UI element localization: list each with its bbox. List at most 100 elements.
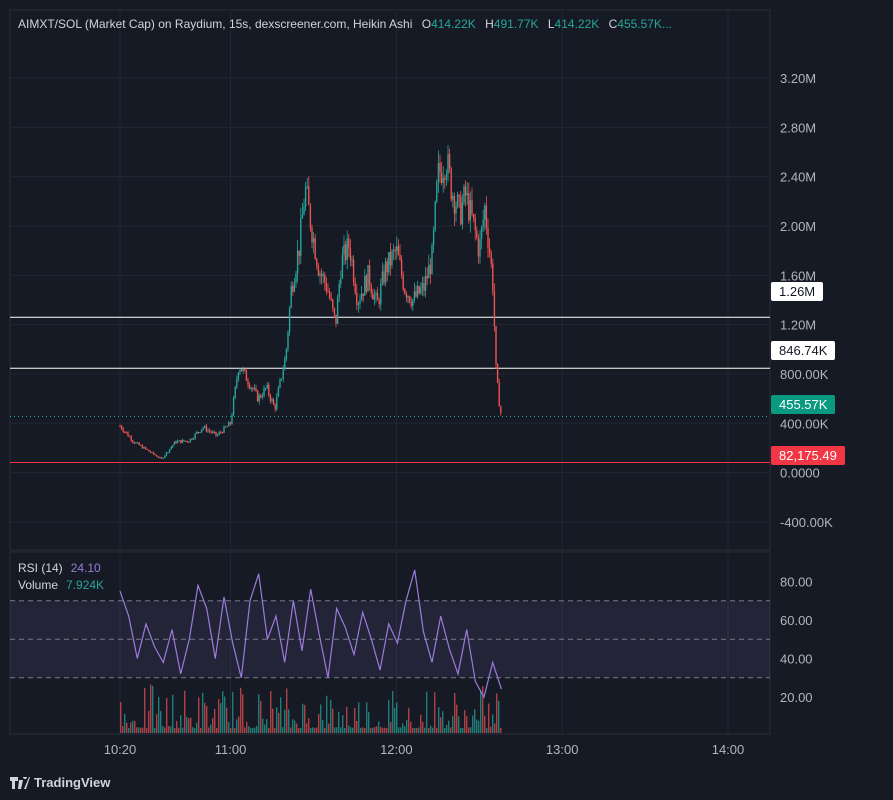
volume-bar	[406, 720, 408, 733]
candle	[276, 396, 278, 410]
price-line-tag-2[interactable]: 846.74K	[771, 341, 836, 360]
volume-bar	[178, 727, 180, 733]
volume-bar	[480, 691, 482, 733]
candle	[317, 266, 320, 276]
volume-bar	[168, 726, 170, 733]
volume-bar	[476, 719, 478, 733]
candle	[416, 286, 419, 297]
candle	[138, 442, 140, 446]
tradingview-logo[interactable]: TradingView	[10, 775, 110, 790]
candle	[429, 264, 432, 274]
candle	[232, 398, 235, 415]
candle	[325, 282, 328, 292]
candle	[349, 248, 352, 261]
candle	[167, 452, 169, 454]
candle	[250, 387, 252, 389]
volume-bar	[186, 716, 188, 733]
volume-bar	[316, 727, 318, 733]
candle	[397, 246, 400, 255]
volume-bar	[448, 720, 450, 733]
candle	[413, 291, 416, 300]
candle	[192, 438, 195, 440]
candle	[455, 206, 457, 214]
volume-bar	[174, 728, 176, 733]
volume-bar	[342, 715, 344, 733]
candle	[290, 285, 292, 308]
volume-bar	[148, 710, 150, 733]
candle	[287, 332, 289, 349]
volume-bar	[252, 727, 254, 733]
candle	[208, 430, 211, 432]
candle	[405, 293, 408, 298]
volume-bar	[198, 697, 200, 733]
volume-bar	[152, 685, 154, 733]
volume-bar	[422, 721, 424, 733]
candle	[484, 205, 486, 220]
volume-bar	[296, 723, 298, 733]
candle	[269, 395, 272, 401]
candle	[472, 214, 475, 218]
rsi-value: 24.10	[70, 561, 101, 575]
volume-bar	[250, 727, 252, 733]
volume-bar	[238, 716, 240, 733]
price-axis-label: 1.20M	[780, 318, 816, 333]
candle	[415, 291, 417, 297]
volume-bar	[408, 707, 410, 733]
volume-bar	[392, 690, 394, 733]
candle	[376, 293, 379, 301]
volume-bar	[324, 727, 326, 733]
volume-bar	[460, 727, 462, 733]
volume-bar	[446, 724, 448, 733]
rsi-line	[119, 569, 502, 699]
volume-bar	[500, 727, 502, 733]
candle	[482, 219, 484, 227]
candle	[370, 284, 372, 294]
candle	[272, 399, 275, 405]
volume-bar	[166, 697, 168, 733]
candle	[164, 455, 166, 458]
candle	[312, 238, 315, 243]
price-line-tag-1[interactable]: 1.26M	[771, 282, 824, 301]
low-label: L	[547, 17, 555, 31]
candle	[352, 259, 355, 283]
volume-bar	[428, 728, 430, 733]
volume-bar	[188, 718, 190, 733]
volume-bar	[478, 720, 480, 733]
candle	[280, 378, 283, 380]
candle	[296, 250, 299, 274]
volume-bar	[276, 707, 278, 733]
price-axis-label: 3.20M	[780, 71, 816, 86]
candle	[205, 426, 208, 432]
volume-bar	[224, 696, 226, 733]
candle	[392, 249, 395, 252]
candle	[477, 237, 480, 257]
candle	[236, 379, 238, 387]
candle	[135, 442, 137, 444]
candle	[434, 201, 436, 230]
volume-bar	[226, 707, 228, 733]
candle	[124, 431, 126, 433]
volume-bar	[260, 700, 262, 733]
volume-bar	[414, 727, 416, 733]
volume-bar	[384, 727, 386, 733]
candle	[301, 214, 304, 219]
low-line-tag[interactable]: 82,175.49	[771, 446, 845, 465]
volume-bar	[402, 723, 404, 733]
indicator-legend: RSI (14) 24.10 Volume 7.924K	[18, 560, 104, 594]
candle	[264, 387, 267, 389]
volume-bar	[308, 718, 310, 733]
candle	[420, 288, 422, 294]
candle	[356, 292, 358, 305]
volume-legend[interactable]: Volume 7.924K	[18, 577, 104, 594]
candle	[373, 295, 376, 300]
candle	[399, 254, 401, 260]
candle	[172, 445, 174, 448]
volume-bar	[134, 720, 136, 733]
candle	[351, 259, 353, 261]
volume-bar	[356, 720, 358, 733]
volume-bar	[216, 727, 218, 733]
rsi-legend[interactable]: RSI (14) 24.10	[18, 560, 104, 577]
candle	[333, 307, 336, 315]
tradingview-icon	[10, 776, 30, 789]
volume-bar	[206, 706, 208, 733]
